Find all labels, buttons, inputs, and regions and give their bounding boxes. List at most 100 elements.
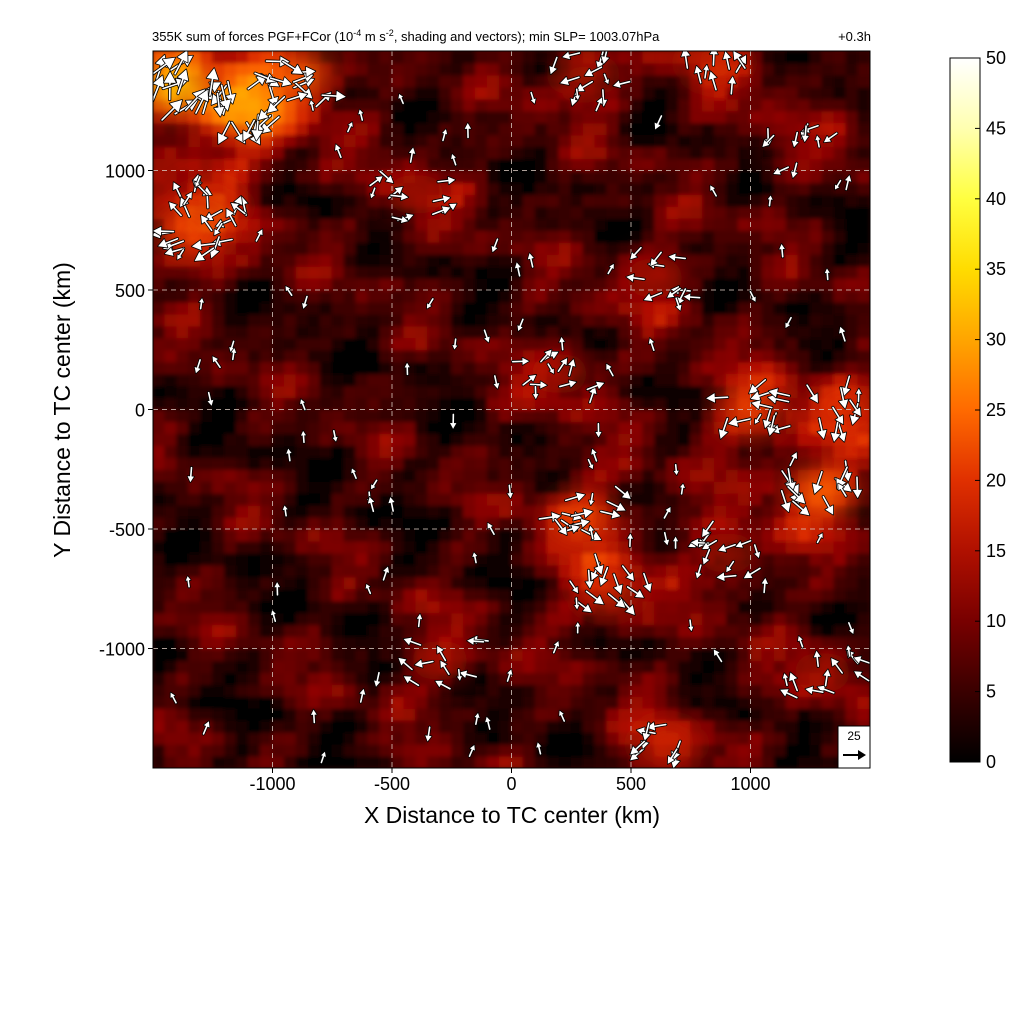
heat-cell [558,576,572,590]
heat-cell [570,301,584,315]
heat-cell [295,707,309,721]
heat-cell [164,480,178,494]
heat-cell [463,444,477,458]
force-vector [176,248,185,261]
heat-cell [654,432,668,446]
heat-cell [259,289,274,303]
heat-cell [188,564,202,578]
heat-cell [283,253,297,267]
heat-cell [367,731,381,745]
heat-cell [463,755,477,768]
heat-cell [271,647,286,662]
heat-cell [236,277,250,291]
heat-cell [475,146,489,160]
heat-cell [164,301,178,315]
heat-cell [164,134,178,148]
heat-cell [726,671,740,685]
heat-cell [475,301,489,315]
heat-cell [773,325,787,339]
heat-cell [236,612,250,626]
force-vector [160,99,183,122]
force-vector [709,51,719,67]
force-vector [784,316,793,329]
heat-cell [522,432,536,446]
heat-cell [343,755,357,768]
heat-cell [475,289,489,303]
heat-cell [857,313,870,327]
heat-cell [451,349,465,363]
heat-cell [726,480,740,494]
force-vector [797,635,805,649]
force-vector [397,657,414,672]
heat-cell [259,181,274,195]
heat-cell [343,134,357,148]
heat-cell [212,564,226,578]
heat-cell [630,110,644,124]
heat-cell [236,408,250,423]
heat-cell [714,110,728,124]
heat-cell [475,122,489,136]
heat-cell [857,181,870,195]
force-vector [574,87,581,101]
heat-cell [224,755,238,768]
heat-cell [463,719,477,733]
heat-cell [319,564,333,578]
heat-cell [654,313,668,327]
heat-cell [558,205,572,219]
heat-cell [367,552,381,566]
heat-cell [546,576,560,590]
heat-cell [797,110,811,124]
heat-cell [463,420,477,434]
heat-cell [857,456,870,470]
heat-cell [271,289,286,303]
heat-cell [307,122,321,136]
force-vector [642,572,653,593]
heat-cell [331,193,345,207]
heat-cell [224,313,238,327]
heat-cell [642,241,656,255]
heat-cell [415,480,429,494]
heat-cell [391,301,405,315]
heat-cell [200,492,214,506]
heat-cell [726,265,740,279]
heat-cell [666,181,680,195]
heat-cell [606,432,620,446]
heat-cell [271,229,286,243]
heat-cell [642,385,656,399]
heat-cell [391,253,405,267]
heat-cell [271,277,286,291]
heat-cell [248,373,262,387]
heat-cell [582,540,596,554]
force-vector [811,470,824,495]
heat-cell [236,480,250,494]
heat-cell [618,146,632,160]
force-vector [254,228,264,243]
heat-cell [439,420,453,434]
heat-cell [295,719,309,733]
heat-cell [319,122,333,136]
heat-cell [618,659,632,673]
force-vector [456,668,463,682]
heat-cell [690,110,704,124]
heat-cell [439,217,453,231]
heat-cell [510,51,525,64]
heat-cell [295,444,309,458]
heat-cell [594,110,608,124]
heat-cell [618,241,632,255]
heat-cell [403,325,417,339]
heat-cell [749,193,764,207]
heat-cell [176,719,190,733]
heat-cell [642,325,656,339]
heat-cell [702,588,716,602]
heat-cell [224,612,238,626]
heat-cell [606,289,620,303]
heat-cell [319,205,333,219]
force-vector [451,337,459,351]
heat-cell [558,635,572,650]
heat-cell [439,695,453,709]
heat-cell [487,731,501,745]
force-vector [662,531,670,547]
force-vector [484,715,492,731]
heat-cell [618,325,632,339]
heat-cell [534,552,548,566]
